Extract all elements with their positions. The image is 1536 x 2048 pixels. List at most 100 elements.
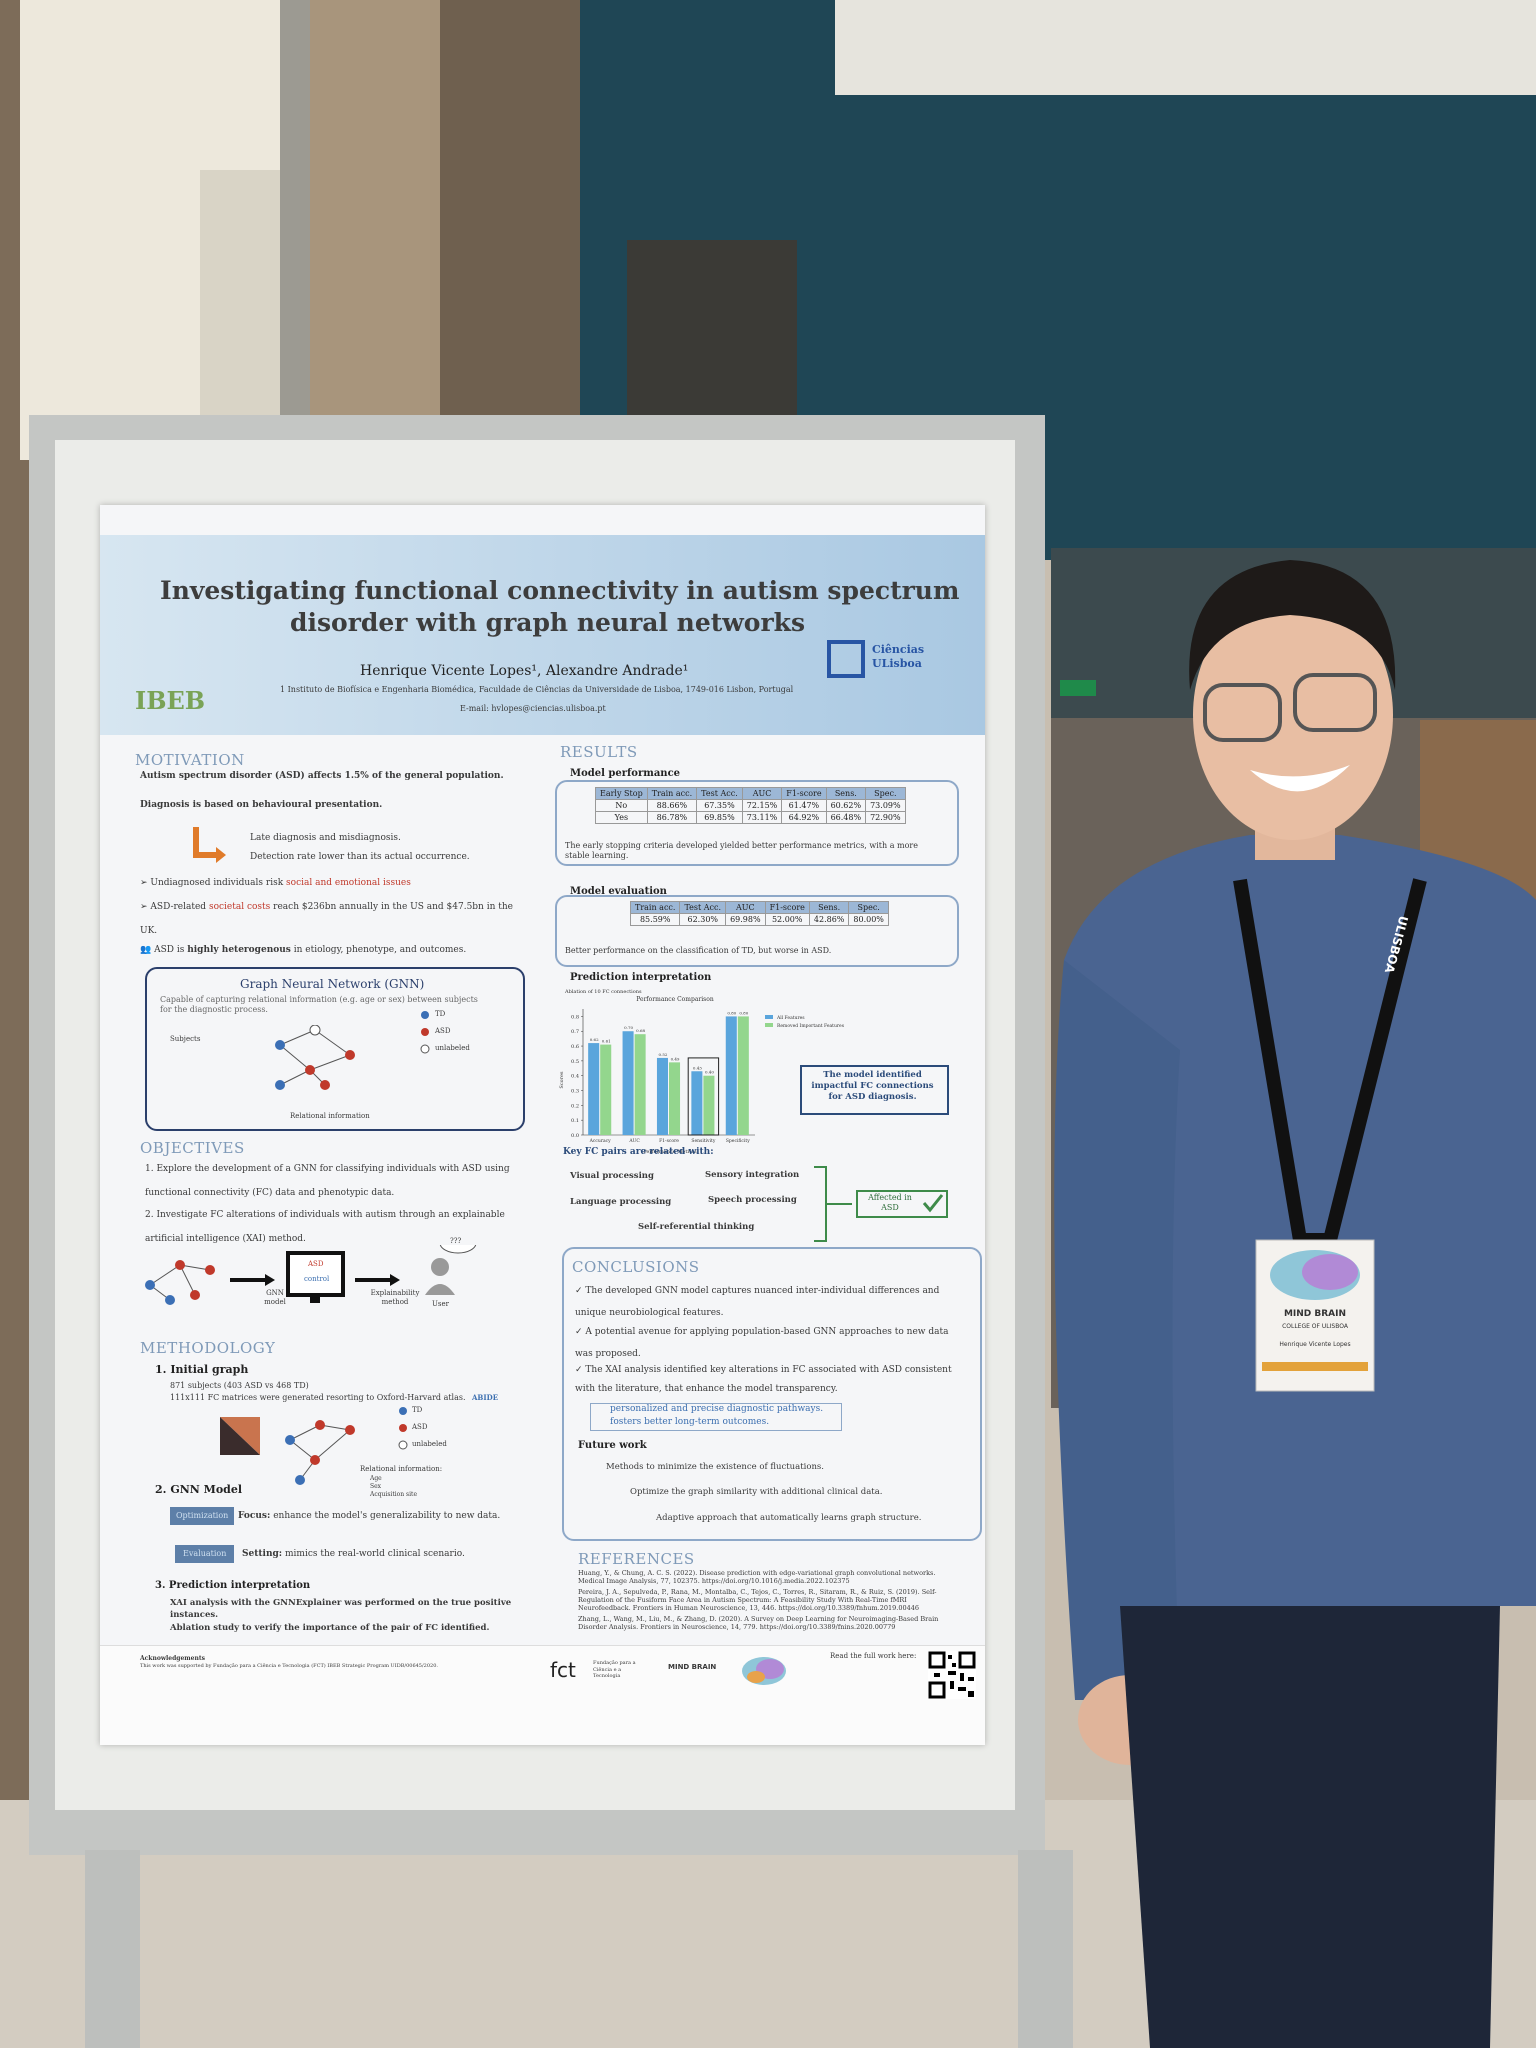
x-tick-label: Specificity: [726, 1138, 750, 1144]
acknowledgements: Acknowledgements: [140, 1655, 205, 1662]
table-cell: 67.35%: [696, 799, 743, 812]
label: Setting:: [242, 1549, 283, 1559]
affiliation: 1 Instituto de Biofísica e Engenharia Bi…: [280, 685, 794, 694]
finding: The model identified impactful FC connec…: [811, 1070, 934, 1103]
conclusion: The developed GNN model captures nuanced…: [575, 1286, 940, 1318]
conclusion: A potential avenue for applying populati…: [575, 1327, 949, 1359]
key-pairs: Key FC pairs are related with:: [563, 1147, 714, 1157]
badge-label: Optimization: [170, 1507, 235, 1526]
label: Relational information: [290, 1112, 370, 1120]
bullet: Ablation study to verify the importance …: [170, 1623, 490, 1633]
text: ASD-related: [150, 902, 207, 912]
table-cell: 73.11%: [741, 811, 783, 824]
bar: [691, 1071, 703, 1135]
fct-logo: fct: [550, 1658, 576, 1682]
arrow-icon: [193, 827, 226, 863]
subheading: Future work: [578, 1440, 647, 1451]
note: The early stopping criteria developed yi…: [565, 841, 918, 861]
label: User: [432, 1300, 449, 1308]
conclusions-box: [562, 1247, 982, 1541]
x-tick-label: Sensitivity: [691, 1138, 715, 1144]
y-tick-label: 0.2: [571, 1103, 579, 1109]
legend-label: Removed Important Features: [777, 1023, 845, 1029]
chart-subtitle: Ablation of 10 FC connections: [564, 989, 642, 995]
ceiling-panel: [835, 0, 1536, 95]
objective: 1. Explore the development of a GNN for …: [145, 1164, 510, 1198]
bar: [634, 1034, 646, 1135]
bar-chart: Ablation of 10 FC connections Performanc…: [559, 989, 845, 1155]
footer: [100, 1645, 985, 1745]
badge-strip: [1262, 1362, 1368, 1371]
table-cell: No: [595, 799, 648, 812]
affected: Affected in ASD: [868, 1193, 912, 1213]
legend-label: All Features: [776, 1015, 805, 1021]
text: Autism spectrum disorder (ASD) affects 1…: [140, 771, 504, 781]
heading: MOTIVATION: [135, 751, 245, 769]
impact: personalized and precise diagnostic path…: [610, 1404, 824, 1414]
finding-box: [800, 1065, 949, 1115]
sleeve: [1054, 960, 1180, 1700]
note: Better performance on the classification…: [565, 946, 832, 955]
future-item: Adaptive approach that automatically lea…: [656, 1513, 922, 1523]
subheading: 2. GNN Model: [155, 1483, 243, 1496]
highlight: social and emotional issues: [286, 878, 411, 888]
table-cell: 86.78%: [646, 811, 698, 824]
x-tick-label: AUC: [628, 1138, 640, 1144]
function: Speech processing: [708, 1195, 797, 1205]
value-label: 0.68: [636, 1028, 645, 1033]
badge-college: COLLEGE OF ULISBOA: [1282, 1323, 1349, 1330]
legend: unlabeled: [435, 1044, 470, 1052]
table-cell: 62.30%: [679, 913, 727, 926]
value-label: 0.49: [671, 1056, 680, 1061]
logo-left: IBEB: [135, 686, 206, 715]
heading: RESULTS: [560, 743, 638, 761]
label: GNN model: [264, 1289, 286, 1307]
label: Acquisition site: [370, 1491, 417, 1498]
future-item: Optimize the graph similarity with addit…: [630, 1487, 883, 1497]
monitor-label: ASD: [308, 1260, 324, 1268]
legend: TD: [412, 1406, 423, 1414]
heading: OBJECTIVES: [140, 1139, 245, 1157]
table-cell: 61.47%: [781, 799, 827, 812]
x-axis-label: Performance Metrics: [643, 1149, 697, 1155]
impact-box: [590, 1403, 842, 1431]
bar: [725, 1016, 737, 1135]
bracket: [814, 1166, 948, 1242]
value-label: 0.62: [590, 1037, 599, 1042]
value-label: 0.80: [739, 1010, 748, 1015]
y-tick-label: 0.6: [571, 1044, 579, 1050]
table-cell: Sens.: [825, 787, 867, 800]
label: Relational information:: [360, 1465, 443, 1473]
bullet: Detection rate lower than its actual occ…: [250, 852, 470, 862]
table-cell: Early Stop: [595, 787, 648, 800]
text: ASD is: [154, 945, 185, 955]
table-cell: 52.00%: [764, 913, 810, 926]
label: Age: [370, 1475, 382, 1482]
table-row: No 88.66% 67.35% 72.15% 61.47% 60.62% 73.09%: [595, 799, 906, 812]
table-cell: 85.59%: [629, 913, 681, 926]
table-cell: Train acc.: [629, 901, 681, 914]
trousers: [1120, 1606, 1500, 2048]
bar: [737, 1016, 749, 1135]
function: Visual processing: [570, 1171, 654, 1181]
hair: [1189, 560, 1396, 690]
window-frame: [280, 0, 310, 460]
badge-name: Henrique Vicente Lopes: [1279, 1341, 1350, 1348]
y-tick-label: 0.1: [571, 1118, 579, 1124]
poster: Investigating functional connectivity in…: [100, 505, 985, 1745]
heading: CONCLUSIONS: [572, 1258, 700, 1276]
text: mimics the real-world clinical scenario.: [285, 1549, 465, 1559]
label: ???: [450, 1237, 462, 1245]
text: 111x111 FC matrices were generated resor…: [170, 1393, 466, 1402]
table-cell: 66.48%: [825, 811, 867, 824]
subheading: Model evaluation: [570, 886, 667, 897]
gnn-text: Capable of capturing relational informat…: [160, 995, 478, 1015]
conclusion: The XAI analysis identified key alterati…: [575, 1365, 952, 1394]
label: Focus:: [238, 1511, 271, 1521]
bullet: XAI analysis with the GNNExplainer was p…: [170, 1598, 512, 1620]
badge-event: MIND BRAIN: [1284, 1309, 1346, 1319]
y-tick-label: 0.8: [571, 1014, 579, 1020]
x-tick-label: Accuracy: [589, 1138, 612, 1144]
highlight: highly heterogenous: [187, 945, 291, 955]
